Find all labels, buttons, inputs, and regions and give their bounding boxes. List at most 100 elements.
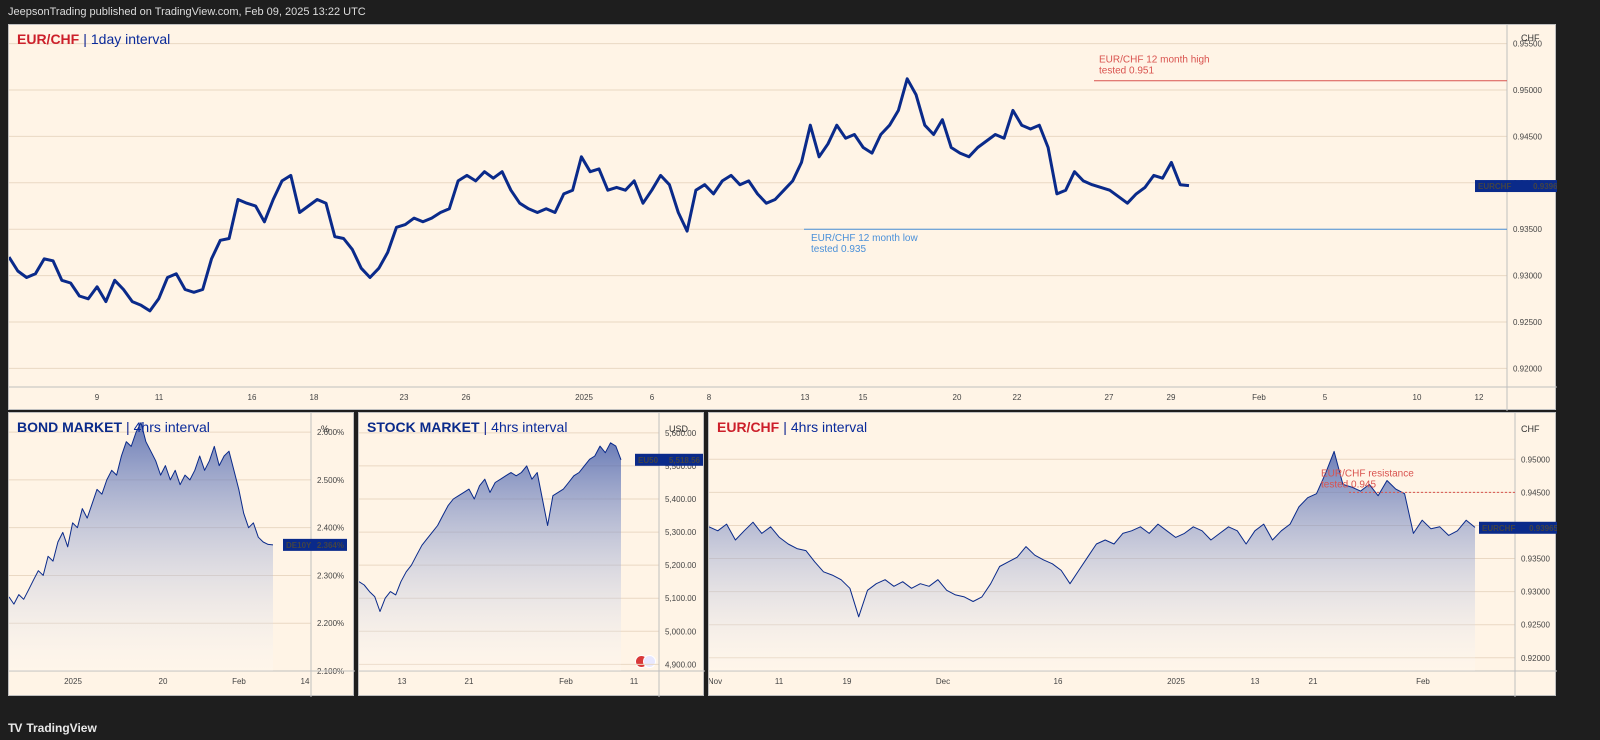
y-tick-label: 0.92000 <box>1521 654 1550 663</box>
x-tick-label: 9 <box>95 393 100 402</box>
resistance-level-label: EUR/CHF resistance <box>1321 468 1414 479</box>
y-tick-label: 5,200.00 <box>665 561 697 570</box>
price-badge-symbol: EU50 <box>638 456 659 465</box>
x-tick-label: Feb <box>1416 677 1430 686</box>
stock-chart-panel[interactable]: STOCK MARKET | 4hrs interval USD 5,600.00 5… <box>358 412 705 697</box>
price-badge-value: 2.364% <box>317 541 344 550</box>
y-tick-label: 0.93500 <box>1521 555 1550 564</box>
price-badge <box>1475 180 1557 193</box>
y-tick-label: 5,100.00 <box>665 594 697 603</box>
series-line <box>9 422 274 605</box>
x-tick-label: 2025 <box>64 677 82 686</box>
interval-label: 4hrs interval <box>133 419 210 435</box>
x-tick-label: 11 <box>630 677 639 686</box>
y-tick-label: 2.500% <box>317 476 344 485</box>
eurchf-4h-chart-panel[interactable]: EUR/CHF | 4hrs interval CHF 0.95000 0.94500… <box>708 412 1557 697</box>
series-area <box>709 451 1475 671</box>
series-area <box>9 422 273 671</box>
symbol-label: EUR/CHF <box>17 31 80 47</box>
y-tick-label: 0.92500 <box>1513 318 1542 327</box>
x-tick-label: Feb <box>1252 393 1266 402</box>
price-badge-symbol: DE10Y <box>286 541 312 550</box>
y-tick-label: 0.94500 <box>1513 132 1542 141</box>
y-tick-label: 5,000.00 <box>665 627 697 636</box>
x-tick-label: 14 <box>301 677 310 686</box>
publish-info: JeepsonTrading published on TradingView.… <box>8 6 366 18</box>
bond-chart-panel[interactable]: BOND MARKET | 4hrs interval % 2.600% 2.500%… <box>8 412 355 697</box>
interval-label: 4hrs interval <box>790 419 868 435</box>
x-tick-label: 18 <box>310 393 319 402</box>
x-tick-label: 13 <box>1251 677 1260 686</box>
x-tick-label: 12 <box>1475 393 1484 402</box>
price-badge <box>283 538 347 551</box>
y-tick-label: 0.93500 <box>1513 225 1542 234</box>
x-tick-label: Nov <box>709 677 722 686</box>
price-badge <box>635 453 703 466</box>
y-tick-label: 0.95000 <box>1521 455 1550 464</box>
interval-label: 4hrs interval <box>491 419 568 435</box>
eurchf-4h-chart-title: EUR/CHF | 4hrs interval <box>717 419 867 435</box>
x-tick-label: 22 <box>1013 393 1022 402</box>
x-tick-label: 2025 <box>1167 677 1185 686</box>
x-tick-label: 29 <box>1167 393 1176 402</box>
price-badge-value: 5,518.56 <box>669 456 701 465</box>
x-tick-label: 26 <box>462 393 471 402</box>
x-tick-label: 15 <box>859 393 868 402</box>
x-tick-label: 19 <box>843 677 852 686</box>
y-tick-label: 5,500.00 <box>665 462 697 471</box>
price-badge-symbol: EURCHF <box>1478 182 1511 191</box>
title-separator: | <box>783 419 787 435</box>
x-tick-label: Feb <box>559 677 573 686</box>
eur4h-svg: 0.950000.945000.940000.935000.930000.925… <box>709 413 1557 697</box>
y-tick-label: 0.92000 <box>1513 364 1542 373</box>
x-tick-label: 21 <box>465 677 474 686</box>
main-svg: 0.955000.950000.945000.940000.935000.930… <box>9 25 1557 411</box>
x-tick-label: 21 <box>1309 677 1318 686</box>
series-line <box>709 450 1476 618</box>
y-tick-label: 2.200% <box>317 619 344 628</box>
x-tick-label: 2025 <box>575 393 593 402</box>
currency-label: CHF <box>1521 424 1540 434</box>
y-tick-label: 5,600.00 <box>665 429 697 438</box>
price-badge-value: 0.93965 <box>1529 524 1557 533</box>
x-tick-label: 8 <box>707 393 712 402</box>
brand-label: TradingView <box>26 721 97 735</box>
y-tick-label: 2.300% <box>317 571 344 580</box>
title-separator: | <box>83 31 87 47</box>
x-tick-label: 5 <box>1323 393 1328 402</box>
currency-label: CHF <box>1521 33 1540 43</box>
publish-bar: JeepsonTrading published on TradingView.… <box>0 0 1600 24</box>
currency-label: % <box>321 424 330 434</box>
y-tick-label: 0.94500 <box>1521 488 1550 497</box>
price-badge-value: 0.93965 <box>1533 182 1557 191</box>
low-level-label: tested 0.935 <box>811 244 866 255</box>
bond-svg: 2.600%2.500%2.400%2.300%2.200%2.100%2025… <box>9 413 355 697</box>
x-tick-label: 13 <box>398 677 407 686</box>
stock-title-label: STOCK MARKET <box>367 419 480 435</box>
main-chart-title: EUR/CHF | 1day interval <box>17 31 170 47</box>
currency-label: USD <box>669 424 689 434</box>
x-tick-label: 11 <box>775 677 784 686</box>
x-tick-label: 10 <box>1413 393 1422 402</box>
title-separator: | <box>126 419 130 435</box>
y-tick-label: 2.600% <box>317 428 344 437</box>
high-level-label: tested 0.951 <box>1099 66 1154 77</box>
tradingview-logo-icon: TV <box>8 721 22 735</box>
resistance-level-label: tested 0.945 <box>1321 479 1376 490</box>
series-line <box>9 77 1190 313</box>
main-chart-panel[interactable]: EUR/CHF | 1day interval CHF 0.95500 0.95000… <box>8 24 1557 411</box>
tradingview-logo[interactable]: TV TradingView <box>8 721 97 735</box>
title-separator: | <box>483 419 488 435</box>
x-tick-label: 27 <box>1105 393 1114 402</box>
x-tick-label: 6 <box>650 393 655 402</box>
price-badge <box>1479 521 1557 534</box>
y-tick-label: 2.400% <box>317 524 344 533</box>
series-line <box>359 442 622 612</box>
series-area <box>359 442 621 671</box>
symbol-label: EUR/CHF <box>717 419 780 435</box>
x-tick-label: 11 <box>155 393 164 402</box>
y-tick-label: 0.93000 <box>1521 588 1550 597</box>
y-tick-label: 5,300.00 <box>665 528 697 537</box>
price-badge-symbol: EURCHF <box>1482 524 1515 533</box>
high-level-label: EUR/CHF 12 month high <box>1099 55 1210 66</box>
